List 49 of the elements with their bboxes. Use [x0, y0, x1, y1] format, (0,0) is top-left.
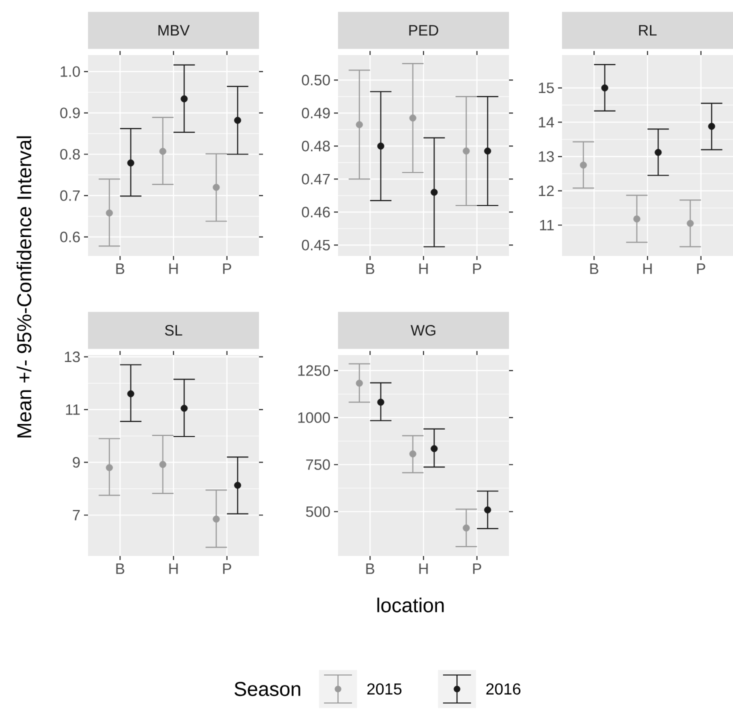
y-tick-label: 7 [72, 510, 80, 520]
y-tick-label: 0.48 [302, 140, 330, 152]
y-tick-label: 1.0 [60, 66, 80, 77]
x-tick-label: H [419, 564, 428, 574]
x-tick-label: P [697, 264, 706, 274]
x-tick-label: P [473, 264, 482, 274]
x-tick-label: P [473, 564, 482, 574]
y-tick-label: 0.50 [302, 74, 330, 86]
legend-label: 2015 [367, 683, 402, 695]
y-tick-label: 0.8 [60, 148, 80, 160]
chart-title: PED [409, 25, 438, 36]
x-tick-label: B [366, 564, 374, 574]
x-tick-label: B [366, 264, 374, 274]
y-tick-label: 0.46 [302, 206, 330, 218]
y-tick-label: 0.6 [60, 232, 80, 242]
y-tick-label: 0.45 [302, 240, 330, 250]
x-tick-label: B [116, 564, 124, 574]
y-tick-label: 11 [66, 404, 80, 415]
x-tick-label: P [223, 564, 232, 574]
x-tick-label: H [419, 264, 428, 274]
y-tick-label: 9 [72, 457, 80, 468]
x-axis-title: location [377, 598, 444, 612]
y-tick-label: 1000 [298, 412, 330, 423]
y-tick-label: 13 [64, 352, 80, 362]
x-tick-label: H [643, 264, 652, 274]
x-tick-label: B [590, 264, 598, 274]
x-tick-label: P [223, 264, 232, 274]
y-tick-label: 0.9 [60, 108, 80, 118]
chart-title: SL [165, 325, 182, 336]
y-tick-label: 1250 [298, 365, 330, 376]
y-tick-label: 0.47 [302, 174, 330, 184]
y-tick-label: 0.7 [60, 190, 80, 201]
x-tick-label: H [169, 564, 178, 574]
x-tick-label: H [169, 264, 178, 274]
y-axis-title: Mean +/- 95%-Confidence Interval [16, 136, 32, 438]
chart-title: RL [639, 25, 657, 36]
y-tick-label: 15 [538, 82, 554, 94]
y-tick-label: 12 [538, 186, 554, 196]
chart-title: MBV [158, 25, 190, 36]
y-tick-label: 14 [538, 117, 554, 128]
y-tick-label: 13 [538, 151, 554, 162]
y-tick-label: 500 [306, 506, 330, 517]
y-tick-label: 750 [306, 459, 330, 470]
y-tick-label: 0.49 [302, 108, 330, 118]
legend-title: Season [234, 682, 300, 696]
y-tick-label: 11 [540, 220, 554, 230]
chart-title: WG [410, 325, 436, 336]
x-tick-label: B [116, 264, 124, 274]
legend-label: 2016 [486, 683, 520, 695]
